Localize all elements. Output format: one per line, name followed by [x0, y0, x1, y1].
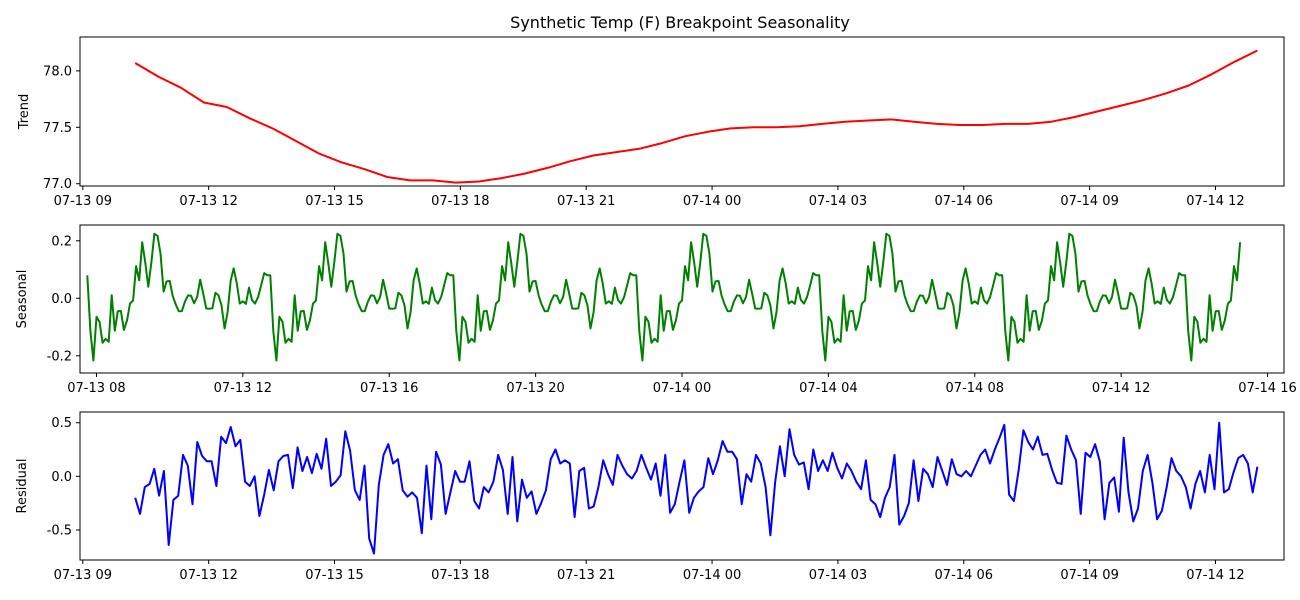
chart-title: Synthetic Temp (F) Breakpoint Seasonalit… — [510, 13, 850, 32]
panel-residual: 07-13 09 07-13 12 07-13 15 07-13 18 07-13 21… — [15, 411, 1285, 583]
trend-x-tick-label: 07-14 06 — [935, 194, 993, 209]
seasonal-series-line — [86, 232, 1242, 362]
seasonal-y-tick-label: 0.0 — [51, 292, 72, 307]
residual-y-tick-label: 0.5 — [51, 416, 72, 431]
residual-x-tick-label: 07-13 12 — [179, 568, 237, 583]
seasonal-x-tick-label: 07-13 20 — [506, 381, 564, 396]
seasonal-x-tick-label: 07-14 00 — [653, 381, 711, 396]
trend-x-tick-label: 07-14 12 — [1186, 194, 1244, 209]
trend-x-tick-label: 07-13 21 — [557, 194, 615, 209]
panel-seasonal: 07-13 08 07-13 12 07-13 16 07-13 20 07-14 00… — [15, 224, 1297, 396]
residual-y-axis-label: Residual — [15, 459, 30, 514]
trend-y-tick-label: 77.0 — [43, 177, 72, 192]
trend-y-tick-label: 78.0 — [43, 64, 72, 79]
residual-x-tick-label: 07-13 09 — [54, 568, 112, 583]
residual-y-tick-label: -0.5 — [47, 523, 72, 538]
seasonal-x-tick-label: 07-14 12 — [1092, 381, 1150, 396]
trend-x-tick-label: 07-13 18 — [431, 194, 489, 209]
trend-x-tick-label: 07-14 00 — [683, 194, 741, 209]
residual-x-tick-label: 07-14 00 — [683, 568, 741, 583]
residual-x-tick-label: 07-13 18 — [431, 568, 489, 583]
residual-y-tick-label: 0.0 — [51, 470, 72, 485]
seasonal-y-axis-label: Seasonal — [15, 270, 30, 329]
residual-plot-frame — [79, 411, 1285, 561]
seasonal-x-tick-label: 07-14 08 — [946, 381, 1004, 396]
trend-x-tick-label: 07-14 03 — [809, 194, 867, 209]
seasonal-x-tick-label: 07-14 04 — [799, 381, 857, 396]
trend-x-tick-label: 07-13 09 — [54, 194, 112, 209]
panels: 07-13 09 07-13 12 07-13 15 07-13 18 07-13 21… — [15, 36, 1297, 583]
panel-trend: 07-13 09 07-13 12 07-13 15 07-13 18 07-13 21… — [17, 36, 1285, 209]
seasonal-y-tick-label: -0.2 — [47, 349, 72, 364]
seasonal-x-tick-label: 07-14 16 — [1238, 381, 1296, 396]
residual-x-tick-label: 07-14 06 — [935, 568, 993, 583]
trend-x-tick-label: 07-13 15 — [305, 194, 363, 209]
seasonal-x-tick-label: 07-13 16 — [360, 381, 418, 396]
residual-x-tick-label: 07-13 21 — [557, 568, 615, 583]
seasonal-x-tick-label: 07-13 12 — [214, 381, 272, 396]
trend-y-tick-label: 77.5 — [43, 121, 72, 136]
trend-x-tick-label: 07-14 09 — [1060, 194, 1118, 209]
residual-x-tick-label: 07-13 15 — [305, 568, 363, 583]
seasonal-y-tick-label: 0.2 — [51, 234, 72, 249]
residual-series-line — [134, 421, 1259, 555]
residual-x-tick-label: 07-14 09 — [1060, 568, 1118, 583]
trend-plot-frame — [79, 36, 1285, 187]
seasonal-x-tick-label: 07-13 08 — [67, 381, 125, 396]
residual-x-tick-label: 07-14 12 — [1186, 568, 1244, 583]
trend-x-tick-label: 07-13 12 — [179, 194, 237, 209]
trend-y-axis-label: Trend — [17, 94, 32, 131]
residual-x-tick-label: 07-14 03 — [809, 568, 867, 583]
trend-series-line — [134, 49, 1258, 184]
